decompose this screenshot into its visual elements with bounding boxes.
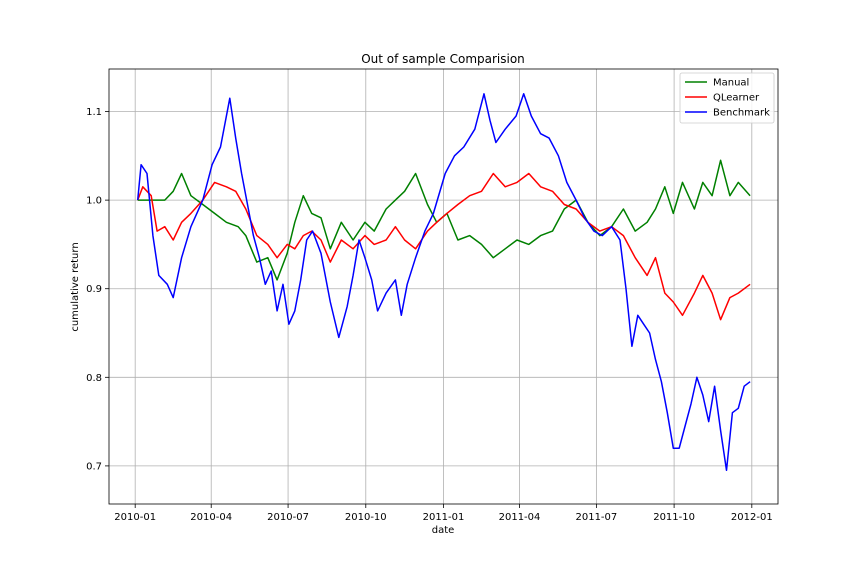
axis-ticks: 2010-01 2010-04 2010-07 2010-10 2011-01 2011-… (86, 107, 773, 523)
x-tick-label: 2011-07 (575, 512, 617, 523)
chart-title: Out of sample Comparision (361, 52, 525, 66)
legend-label-manual: Manual (713, 78, 749, 89)
y-tick-label: 0.9 (86, 284, 102, 295)
x-tick-label: 2012-01 (731, 512, 773, 523)
x-tick-label: 2011-01 (423, 512, 465, 523)
x-tick-label: 2010-04 (190, 512, 232, 523)
y-tick-label: 0.7 (86, 461, 102, 472)
y-tick-label: 1.0 (86, 196, 102, 207)
grid (109, 69, 778, 504)
y-tick-label: 0.8 (86, 373, 102, 384)
y-tick-label: 1.1 (86, 107, 102, 118)
series-line-qlearner (136, 172, 751, 321)
x-axis-title: date (432, 525, 455, 536)
legend-label-qlearner: QLearner (713, 93, 760, 104)
legend: Manual QLearner Benchmark (679, 72, 775, 124)
x-tick-label: 2011-04 (499, 512, 541, 523)
x-tick-label: 2010-07 (267, 512, 309, 523)
x-tick-label: 2011-10 (653, 512, 695, 523)
y-axis-title: cumulative return (70, 242, 81, 331)
series-lines (136, 93, 751, 472)
legend-box (679, 72, 775, 124)
legend-label-benchmark: Benchmark (713, 108, 770, 119)
x-tick-label: 2010-01 (114, 512, 156, 523)
x-tick-label: 2010-10 (345, 512, 387, 523)
series-line-benchmark (136, 93, 751, 472)
